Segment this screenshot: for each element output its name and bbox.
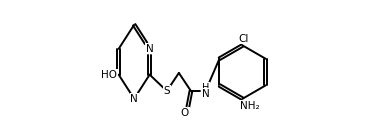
Text: HO: HO [101,70,117,80]
Text: O: O [181,107,189,117]
Text: NH₂: NH₂ [240,101,259,111]
Text: S: S [164,86,170,96]
Text: N: N [130,94,138,104]
Text: N: N [202,89,209,99]
Text: N: N [146,44,154,54]
Text: Cl: Cl [238,33,248,44]
Text: H: H [202,83,209,93]
